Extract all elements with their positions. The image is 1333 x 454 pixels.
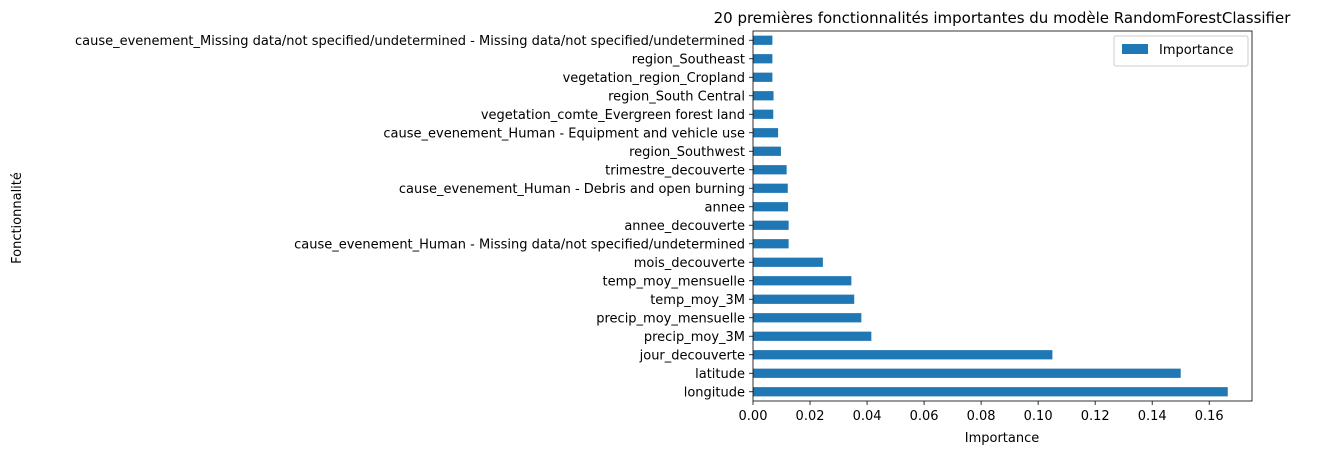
bar (753, 35, 773, 45)
y-tick-label: cause_evenement_Human - Missing data/not… (294, 237, 745, 252)
bar (753, 368, 1181, 378)
legend-swatch (1122, 44, 1148, 54)
x-tick-label: 0.12 (1081, 409, 1110, 424)
bar (753, 239, 789, 249)
y-axis-label: Fonctionnalité (10, 172, 25, 264)
x-axis-label: Importance (965, 431, 1040, 446)
bar (753, 220, 789, 230)
x-tick-label: 0.16 (1195, 409, 1224, 424)
bar (753, 350, 1053, 360)
bar (753, 109, 774, 119)
y-tick-label: cause_evenement_Missing data/not specifi… (75, 34, 745, 49)
bar (753, 331, 872, 341)
bar (753, 276, 852, 286)
legend-frame (1113, 35, 1249, 67)
y-tick-label: cause_evenement_Human - Equipment and ve… (383, 126, 745, 141)
bar (753, 313, 862, 323)
x-tick-label: 0.00 (739, 409, 768, 424)
y-tick-label: annee_decouverte (624, 219, 745, 234)
y-tick-label: precip_moy_mensuelle (596, 311, 745, 326)
bar (753, 202, 789, 212)
bar (753, 91, 774, 101)
x-tick-label: 0.08 (967, 409, 996, 424)
bar (753, 128, 779, 138)
y-tick-label: latitude (695, 367, 745, 382)
y-tick-label: region_Southeast (632, 52, 745, 67)
legend-label: Importance (1159, 43, 1234, 58)
y-tick-label: cause_evenement_Human - Debris and open … (399, 182, 745, 197)
x-tick-label: 0.04 (853, 409, 882, 424)
y-tick-label: temp_moy_3M (650, 293, 745, 308)
y-tick-label: region_Southwest (629, 145, 745, 160)
x-tick-label: 0.06 (910, 409, 939, 424)
bar (753, 72, 773, 82)
y-tick-label: annee (705, 200, 745, 215)
y-tick-label: longitude (684, 385, 745, 400)
y-tick-label: region_South Central (608, 89, 745, 104)
bar (753, 183, 788, 193)
x-tick-label: 0.02 (796, 409, 825, 424)
bar (753, 294, 855, 304)
bar (753, 146, 781, 156)
y-tick-label: vegetation_region_Cropland (563, 71, 745, 86)
bar (753, 54, 773, 64)
y-tick-label: vegetation_comte_Evergreen forest land (481, 108, 745, 123)
y-tick-label: mois_decouverte (634, 256, 745, 271)
x-tick-label: 0.10 (1024, 409, 1053, 424)
bar (753, 165, 787, 175)
y-tick-label: trimestre_decouverte (605, 163, 745, 178)
bar (753, 257, 823, 267)
plot-area: longitude latitude jour_decouverte precip_m… (75, 30, 1253, 424)
bar (753, 387, 1228, 397)
y-tick-label: temp_moy_mensuelle (603, 274, 745, 289)
chart-title: 20 premières fonctionnalités importantes… (714, 9, 1292, 27)
y-tick-label: jour_decouverte (639, 348, 745, 363)
x-tick-label: 0.14 (1138, 409, 1167, 424)
y-tick-label: precip_moy_3M (644, 330, 745, 345)
plot-frame (752, 30, 1253, 402)
legend: Importance (1113, 35, 1249, 67)
